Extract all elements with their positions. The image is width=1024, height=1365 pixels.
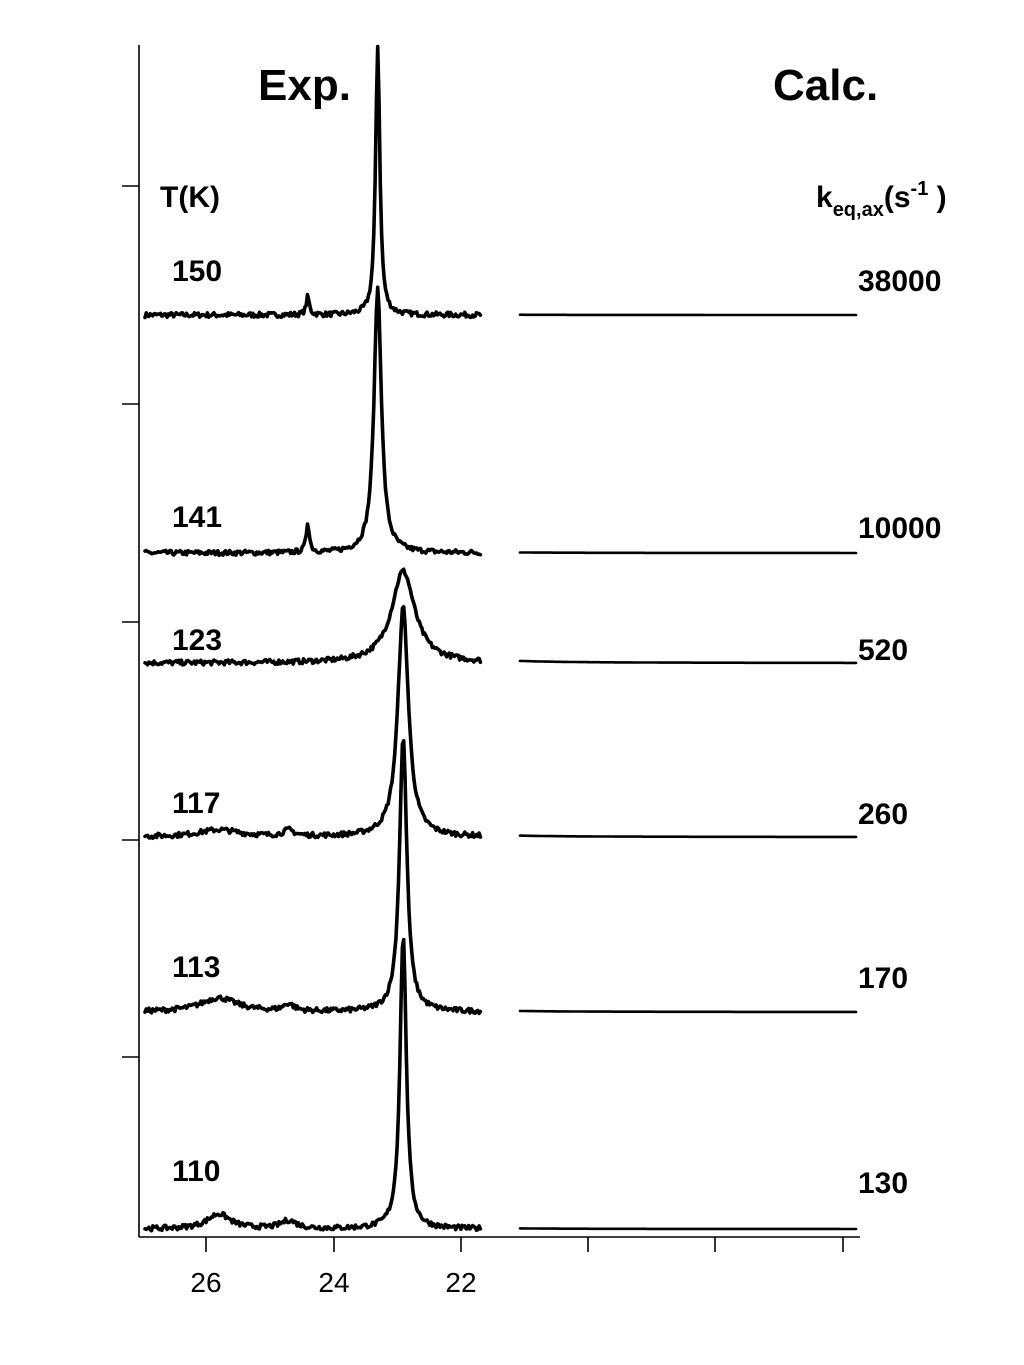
rate-label: 260 xyxy=(858,798,908,831)
exp-panel-title: Exp. xyxy=(258,61,351,110)
temperature-label: 141 xyxy=(172,501,222,534)
spectra-traces xyxy=(143,44,858,1233)
temperature-label: 117 xyxy=(172,787,220,820)
temperature-label: 150 xyxy=(172,255,222,288)
rate-header-superscript: -1 xyxy=(911,178,929,200)
x-tick-label: 22 xyxy=(445,1267,476,1298)
calc-spectrum-520 xyxy=(518,659,858,665)
rate-labels: 38000 10000 520 260 170 130 xyxy=(858,265,941,1200)
x-axis-ticks xyxy=(205,1237,844,1252)
exp-spectrum-141K xyxy=(143,285,483,558)
rate-header-close: ) xyxy=(928,181,946,214)
rate-header-open: (s xyxy=(884,181,911,214)
exp-spectrum-117K xyxy=(143,605,483,840)
calc-spectrum-170 xyxy=(518,1009,858,1014)
rate-label: 130 xyxy=(858,1167,908,1200)
temperature-label: 113 xyxy=(172,951,220,984)
temperature-label: 110 xyxy=(172,1155,220,1188)
exp-spectrum-110K xyxy=(143,937,483,1233)
rate-label: 170 xyxy=(858,962,908,995)
exp-spectrum-123K xyxy=(143,567,483,667)
exp-spectrum-150K xyxy=(143,44,483,320)
rate-label: 38000 xyxy=(858,265,941,298)
x-tick-label: 24 xyxy=(318,1267,349,1298)
y-axis-ticks xyxy=(122,185,139,1058)
temperature-labels: 150 141 123 117 113 110 xyxy=(172,255,222,1188)
rate-label: 10000 xyxy=(858,512,941,545)
x-tick-label: 26 xyxy=(190,1267,221,1298)
calc-panel-title: Calc. xyxy=(773,61,878,110)
calc-spectrum-130 xyxy=(518,1227,858,1231)
rate-label: 520 xyxy=(858,634,908,667)
calc-spectrum-260 xyxy=(518,834,858,839)
temperature-label: 123 xyxy=(172,624,222,657)
rate-header-subscript: eq,ax xyxy=(833,199,884,221)
calc-spectrum-10000 xyxy=(518,551,858,555)
x-tick-labels: 26 24 22 xyxy=(190,1267,476,1298)
rate-header-base: k xyxy=(816,181,833,214)
temperature-column-header: T(K) xyxy=(160,181,220,214)
rate-column-header: keq,ax(s-1 ) xyxy=(816,178,947,221)
exp-spectrum-113K xyxy=(143,738,483,1016)
